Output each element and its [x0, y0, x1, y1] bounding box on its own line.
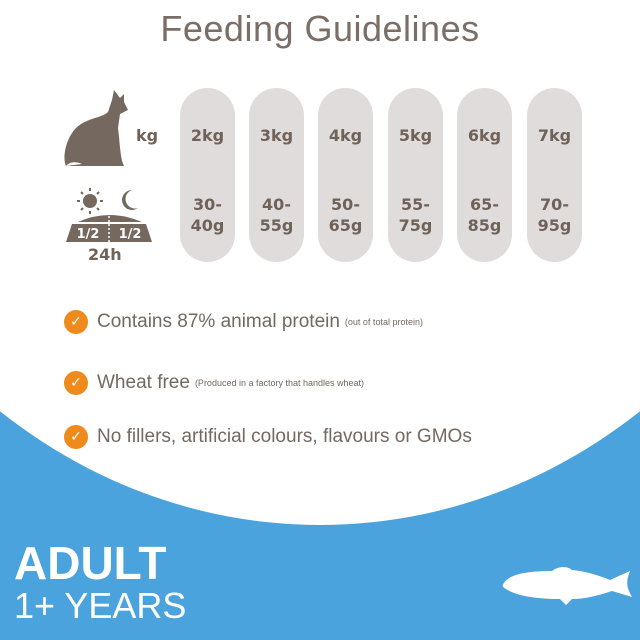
feeding-column: 6kg 65- 85g [457, 88, 512, 262]
weight-value: 6kg [467, 126, 502, 145]
feeding-column: 7kg 70- 95g [527, 88, 582, 262]
weight-value: 2kg [190, 126, 225, 145]
amount-value: 30- 40g [190, 195, 225, 235]
amount-value: 55- 75g [398, 195, 433, 235]
weight-value: 3kg [259, 126, 294, 145]
weight-value: 4kg [328, 126, 363, 145]
period-label: 24h [88, 245, 122, 264]
feature-item: ✓ Wheat free (Produced in a factory that h… [64, 371, 364, 395]
life-stage-label: ADULT [14, 537, 167, 589]
fish-icon [502, 567, 632, 605]
cat-icon [64, 90, 128, 166]
amount-value: 50- 65g [328, 195, 363, 235]
feeding-column: 3kg 40- 55g [249, 88, 304, 262]
check-icon: ✓ [64, 425, 88, 449]
page-title: Feeding Guidelines [160, 8, 480, 49]
weight-value: 7kg [537, 126, 572, 145]
sun-icon [77, 188, 103, 214]
feature-item: ✓ Contains 87% animal protein (out of tota… [64, 310, 423, 334]
amount-value: 65- 85g [467, 195, 502, 235]
feeding-column: 2kg 30- 40g [180, 88, 235, 262]
amount-value: 40- 55g [259, 195, 294, 235]
bowl-half-left: 1/2 [77, 227, 100, 242]
age-label: 1+ YEARS [14, 585, 187, 626]
bowl-day-night-icon: 1/2 1/2 [66, 188, 152, 242]
weight-label: kg [136, 126, 159, 145]
weight-value: 5kg [398, 126, 433, 145]
check-icon: ✓ [64, 310, 88, 334]
moon-icon [122, 190, 138, 210]
feeding-column: 4kg 50- 65g [318, 88, 373, 262]
amount-value: 70- 95g [537, 195, 572, 235]
check-icon: ✓ [64, 371, 88, 395]
feature-item: ✓ No fillers, artificial colours, flavour… [64, 425, 472, 449]
feeding-column: 5kg 55- 75g [388, 88, 443, 262]
bowl-half-right: 1/2 [119, 227, 142, 242]
